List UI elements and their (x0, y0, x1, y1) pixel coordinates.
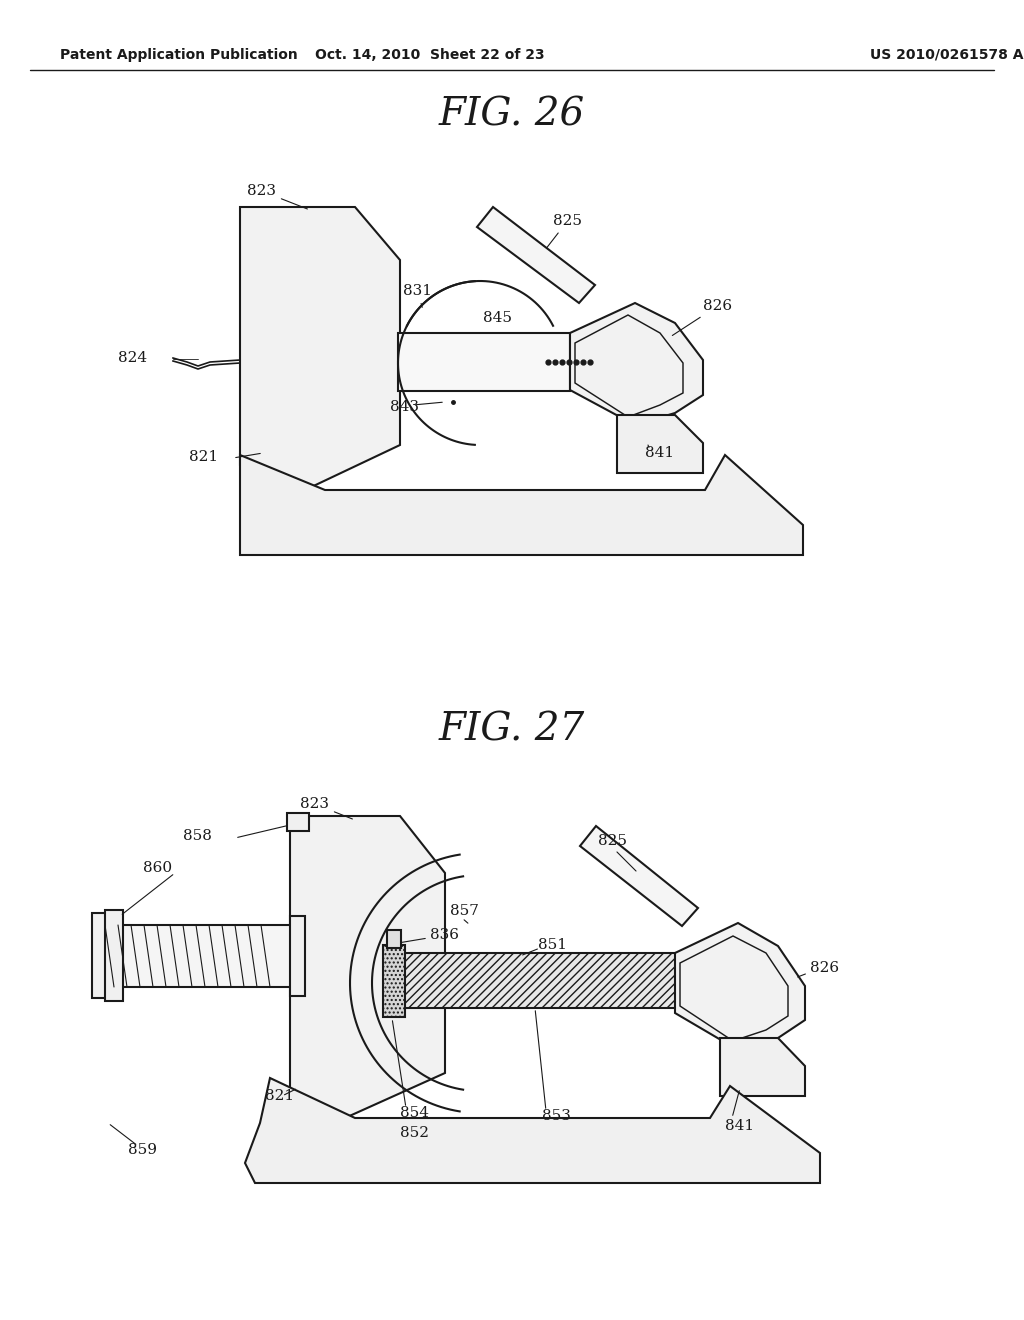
Polygon shape (720, 1038, 805, 1096)
Polygon shape (240, 207, 400, 490)
Text: 836: 836 (430, 928, 459, 942)
Text: 825: 825 (598, 834, 627, 847)
Polygon shape (245, 1078, 820, 1183)
Polygon shape (570, 304, 703, 425)
Text: 852: 852 (400, 1126, 429, 1140)
Text: FIG. 26: FIG. 26 (439, 96, 585, 133)
Text: 851: 851 (538, 939, 567, 952)
Polygon shape (240, 455, 803, 554)
Polygon shape (580, 826, 698, 927)
Text: 857: 857 (450, 904, 479, 917)
Text: 853: 853 (542, 1109, 570, 1123)
Text: 831: 831 (403, 284, 432, 308)
Text: US 2010/0261578 A1: US 2010/0261578 A1 (870, 48, 1024, 62)
Bar (287, 813, 309, 832)
Text: 824: 824 (118, 351, 147, 366)
Polygon shape (617, 414, 703, 473)
Bar (398, 333, 570, 391)
Text: 841: 841 (725, 1119, 754, 1133)
Polygon shape (675, 923, 805, 1049)
Text: 821: 821 (265, 1089, 294, 1104)
Text: 845: 845 (483, 312, 512, 325)
Text: FIG. 27: FIG. 27 (439, 711, 585, 748)
Bar (105, 909, 123, 1001)
Text: Patent Application Publication: Patent Application Publication (60, 48, 298, 62)
Bar (92, 913, 106, 998)
Polygon shape (290, 816, 445, 1118)
Text: 826: 826 (810, 961, 839, 975)
Polygon shape (477, 207, 595, 304)
Text: 843: 843 (390, 400, 419, 414)
Bar (290, 916, 305, 997)
Text: 841: 841 (645, 446, 674, 459)
Bar (398, 953, 678, 1008)
Bar (100, 925, 295, 987)
Text: 858: 858 (183, 829, 212, 843)
Text: 825: 825 (547, 214, 582, 248)
Text: 821: 821 (188, 450, 218, 465)
Text: 826: 826 (673, 300, 732, 335)
Text: 860: 860 (143, 861, 172, 875)
Bar (387, 931, 401, 948)
Text: Oct. 14, 2010  Sheet 22 of 23: Oct. 14, 2010 Sheet 22 of 23 (315, 48, 545, 62)
Text: 854: 854 (400, 1106, 429, 1119)
Text: 859: 859 (128, 1143, 157, 1158)
Text: 823: 823 (300, 797, 352, 818)
Text: 823: 823 (247, 183, 307, 209)
Bar (383, 945, 406, 1016)
